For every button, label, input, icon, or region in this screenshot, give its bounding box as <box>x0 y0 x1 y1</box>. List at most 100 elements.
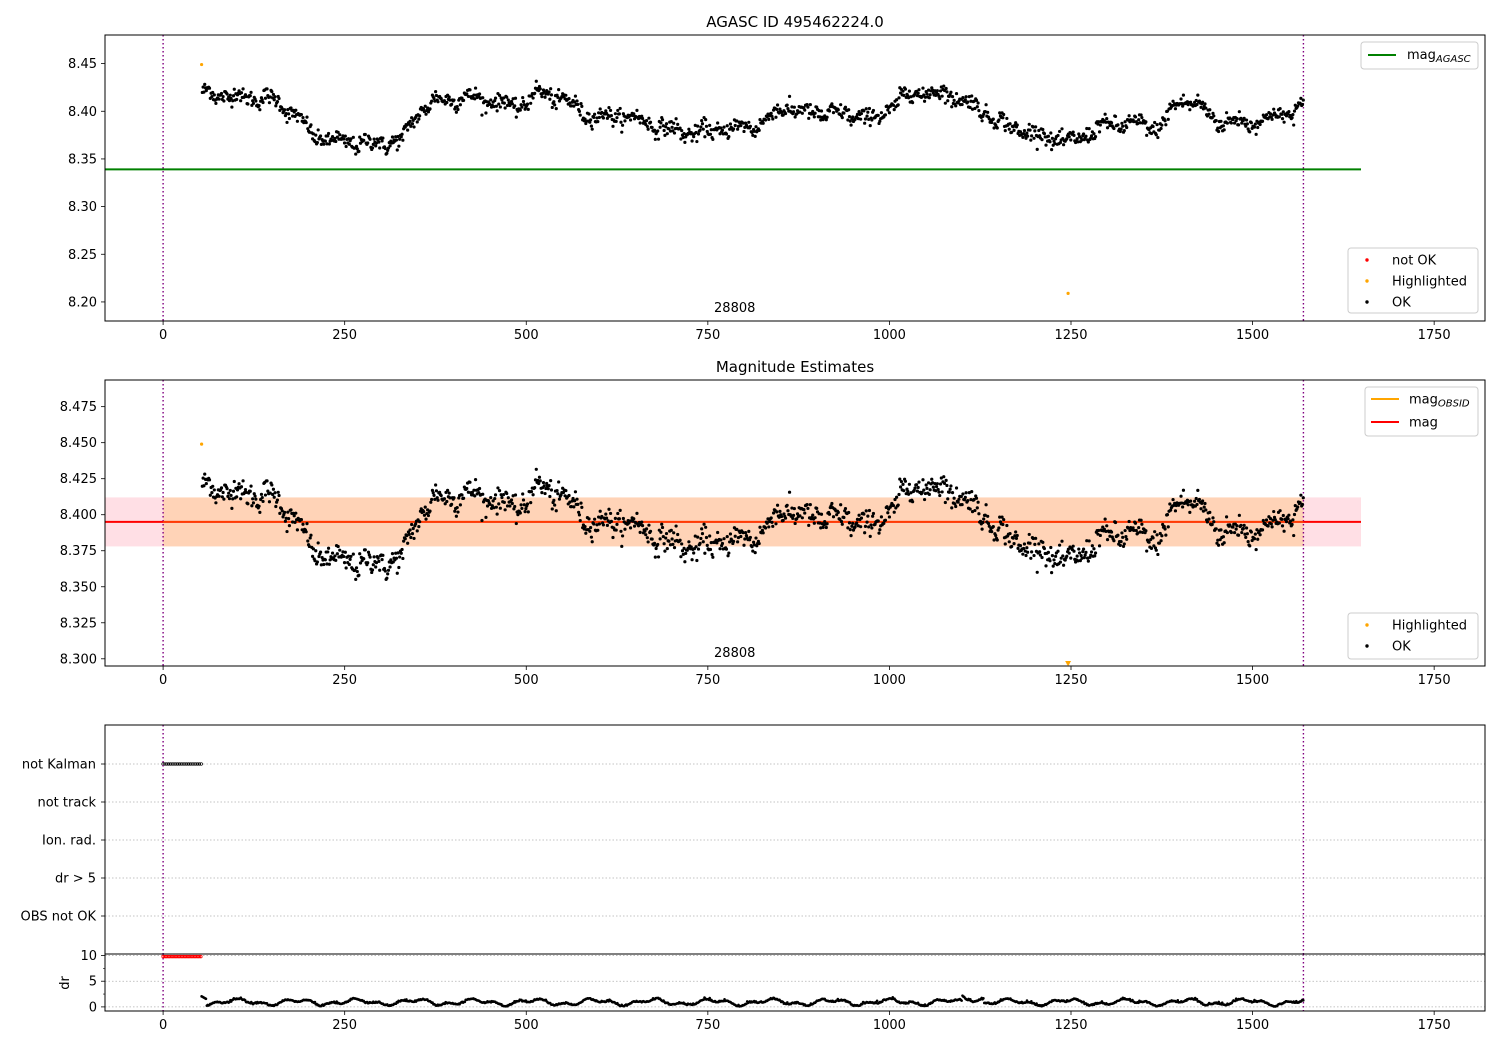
data-point <box>226 494 230 498</box>
data-point <box>1041 127 1045 132</box>
data-point <box>950 95 955 99</box>
data-point <box>1061 143 1066 147</box>
data-point <box>632 517 636 521</box>
data-point <box>589 118 593 122</box>
y-tick-label: 8.325 <box>60 616 97 631</box>
data-point <box>1280 524 1285 528</box>
data-point <box>967 95 971 99</box>
data-point <box>618 106 622 111</box>
data-point <box>728 122 733 126</box>
data-point <box>221 94 225 99</box>
data-point <box>686 546 690 550</box>
data-point <box>1159 539 1163 543</box>
dr-point <box>1217 1000 1221 1004</box>
data-point <box>963 98 967 102</box>
data-point <box>843 506 848 511</box>
data-point <box>248 489 252 493</box>
data-point <box>285 529 289 534</box>
data-point <box>1119 539 1123 544</box>
data-point <box>1272 509 1276 514</box>
dr-point <box>982 997 985 1000</box>
data-point <box>876 113 880 118</box>
data-point <box>950 506 954 510</box>
data-point <box>341 134 345 138</box>
data-point <box>767 525 771 529</box>
x-tick-label: 1750 <box>1418 1018 1451 1033</box>
data-point <box>954 486 959 490</box>
data-point <box>513 96 518 100</box>
data-point <box>893 497 897 502</box>
data-point <box>662 128 666 133</box>
data-point <box>1269 522 1273 526</box>
data-point <box>513 104 517 108</box>
data-point <box>518 108 522 112</box>
data-point <box>496 486 500 490</box>
data-point <box>1122 542 1126 546</box>
data-point <box>283 510 287 514</box>
data-point <box>590 127 594 131</box>
data-point <box>1027 122 1031 126</box>
data-point <box>523 509 527 514</box>
data-point <box>847 510 851 515</box>
data-point <box>249 484 253 488</box>
data-point <box>1171 99 1175 103</box>
data-point <box>1258 533 1262 537</box>
data-point <box>1252 125 1257 129</box>
data-point <box>266 489 270 493</box>
data-point <box>503 508 507 512</box>
data-point <box>284 516 288 520</box>
data-point <box>1049 545 1053 550</box>
data-point <box>793 115 797 119</box>
data-point <box>1298 500 1302 505</box>
data-point <box>684 551 688 555</box>
data-point <box>1058 560 1062 564</box>
data-point <box>619 529 623 533</box>
data-point <box>676 122 680 126</box>
data-point <box>408 119 412 123</box>
data-point <box>497 93 502 97</box>
data-point <box>812 521 816 525</box>
data-point <box>695 558 699 563</box>
data-point <box>1109 530 1114 534</box>
data-point <box>974 98 979 102</box>
data-point <box>436 100 440 104</box>
data-point <box>660 118 665 122</box>
flag-category-label: Ion. rad. <box>42 834 96 849</box>
data-point <box>605 116 609 120</box>
data-point <box>1298 101 1302 105</box>
data-point <box>862 109 866 113</box>
data-point <box>1083 553 1087 557</box>
data-point <box>819 109 824 113</box>
data-point <box>207 86 212 90</box>
data-point <box>969 497 973 502</box>
data-point <box>274 504 278 509</box>
data-point <box>433 99 437 103</box>
data-point <box>747 529 751 534</box>
data-point <box>309 533 313 537</box>
data-point <box>354 566 359 570</box>
data-point <box>980 119 984 123</box>
data-point <box>1018 130 1023 134</box>
data-point <box>1132 120 1136 124</box>
data-point <box>614 528 618 532</box>
data-point <box>632 524 637 528</box>
data-point <box>687 127 691 131</box>
data-point <box>374 561 379 565</box>
data-point <box>1077 547 1081 551</box>
data-point <box>495 109 499 113</box>
data-point <box>718 547 722 551</box>
data-point <box>1035 147 1039 151</box>
data-point <box>363 132 367 137</box>
data-point <box>753 551 757 555</box>
data-point <box>923 491 927 496</box>
data-point <box>277 493 281 498</box>
data-point <box>577 510 581 514</box>
data-point <box>377 559 381 564</box>
series-highlighted <box>200 442 1070 665</box>
data-point <box>652 541 657 545</box>
data-point <box>878 119 882 123</box>
data-point <box>1024 553 1028 558</box>
data-point <box>355 147 359 151</box>
data-point <box>704 535 709 540</box>
